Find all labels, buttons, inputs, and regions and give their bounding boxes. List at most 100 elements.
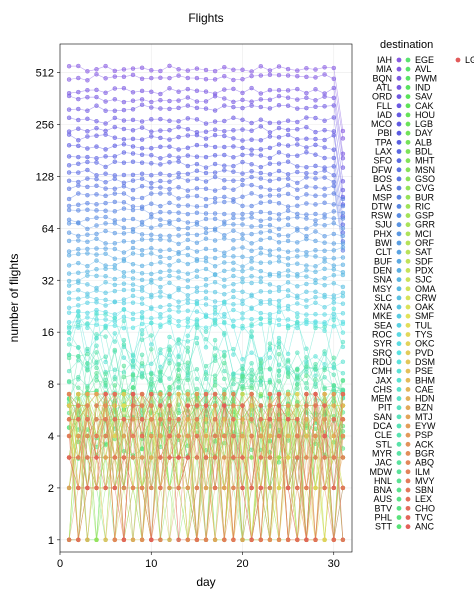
data-point [203, 391, 209, 397]
data-point [267, 282, 273, 287]
data-point [258, 176, 263, 181]
legend-label: CLT [376, 247, 393, 257]
legend-item: BQN [372, 73, 402, 83]
data-point [139, 361, 145, 366]
series-slc [66, 279, 346, 291]
data-point [203, 345, 209, 350]
data-point [258, 403, 263, 408]
data-point [194, 300, 200, 306]
data-point [158, 324, 163, 329]
legend-item: PVD [405, 348, 434, 358]
data-point [176, 147, 181, 152]
data-point [158, 185, 163, 190]
data-point [158, 217, 163, 222]
data-point [167, 118, 172, 124]
data-point [112, 403, 118, 408]
data-point [121, 250, 127, 255]
data-point [331, 537, 336, 542]
data-point [85, 433, 90, 439]
data-point [149, 89, 154, 95]
data-point [130, 251, 136, 256]
data-point [103, 391, 108, 397]
data-point [85, 300, 90, 305]
data-point [149, 145, 154, 151]
data-point [304, 212, 309, 217]
data-point [185, 297, 191, 302]
data-point [212, 188, 218, 193]
data-point [85, 154, 90, 160]
data-point [167, 144, 172, 149]
data-point [285, 351, 291, 357]
data-point [139, 237, 145, 242]
data-point [76, 345, 81, 350]
data-point [203, 372, 209, 377]
data-point [103, 99, 108, 104]
data-point [176, 417, 181, 422]
data-point [149, 271, 154, 277]
data-point [103, 241, 108, 246]
legend-item: MIA [376, 64, 402, 74]
legend-item: OMA [405, 284, 436, 294]
legend-item: ALB [405, 137, 432, 147]
legend-label: PBI [377, 128, 392, 138]
legend-label: HOU [415, 110, 435, 120]
data-point [76, 314, 81, 319]
data-point [76, 403, 81, 408]
data-point [295, 119, 300, 125]
data-point [267, 380, 273, 385]
data-point [158, 171, 163, 177]
data-point [249, 266, 254, 271]
data-point [130, 262, 136, 267]
data-point [258, 230, 263, 235]
data-point [176, 196, 181, 201]
data-point [331, 403, 336, 408]
data-point [66, 485, 72, 491]
data-point [85, 108, 90, 113]
data-point [331, 155, 336, 161]
data-point [149, 403, 154, 408]
data-point [167, 485, 172, 491]
data-point [212, 537, 218, 542]
data-point [94, 133, 99, 138]
data-point [76, 303, 81, 308]
data-point [66, 310, 72, 315]
legend-label: ALB [415, 137, 432, 147]
data-point [222, 163, 227, 168]
data-point [304, 164, 309, 170]
data-point [240, 105, 245, 111]
data-point [249, 391, 254, 397]
data-point [295, 537, 300, 542]
legend-key [405, 286, 411, 292]
data-point [295, 314, 300, 319]
data-point [222, 178, 227, 183]
data-point [176, 287, 181, 293]
data-point [249, 147, 254, 152]
data-point [331, 95, 336, 101]
legend-label: BDL [415, 147, 433, 157]
data-point [85, 176, 90, 181]
legend-key [405, 313, 411, 319]
data-point [322, 233, 327, 239]
data-point [66, 433, 72, 439]
data-point [322, 294, 327, 300]
data-point [295, 485, 300, 491]
legend-key [405, 139, 411, 145]
data-point [149, 68, 154, 73]
data-point [149, 180, 154, 186]
data-point [304, 433, 309, 439]
data-point [222, 103, 227, 108]
data-point [295, 195, 300, 201]
data-point [85, 69, 90, 74]
data-point [222, 319, 227, 325]
data-point [240, 222, 245, 227]
data-point [112, 347, 118, 353]
legend-key [396, 368, 402, 374]
legend-key [405, 405, 411, 411]
data-point [176, 210, 181, 215]
data-point [331, 164, 336, 169]
data-point [176, 373, 181, 378]
data-point [331, 383, 336, 388]
data-point [276, 226, 282, 232]
data-point [203, 259, 209, 264]
data-point [85, 134, 90, 139]
